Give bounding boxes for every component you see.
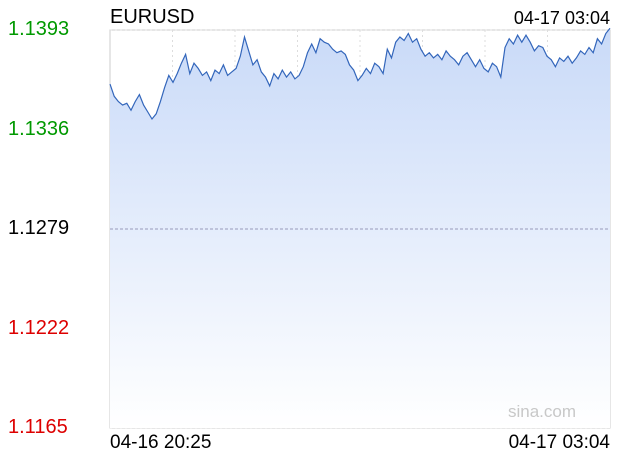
y-tick-label: 1.1165 (8, 416, 68, 438)
current-timestamp: 04-17 03:04 (513, 8, 610, 28)
price-line (109, 27, 611, 121)
y-tick-label: 1.1279 (8, 217, 70, 239)
price-area (110, 28, 610, 429)
y-tick-label: 1.1222 (8, 316, 70, 339)
symbol-title: EURUSD (110, 6, 195, 28)
x-end-label: 04-17 03:04 (508, 432, 610, 453)
y-tick-label: 1.1393 (8, 18, 70, 40)
x-start-label: 04-16 20:25 (110, 432, 212, 453)
y-tick-label: 1.1336 (8, 117, 70, 140)
watermark-text: sina.com (508, 402, 577, 421)
